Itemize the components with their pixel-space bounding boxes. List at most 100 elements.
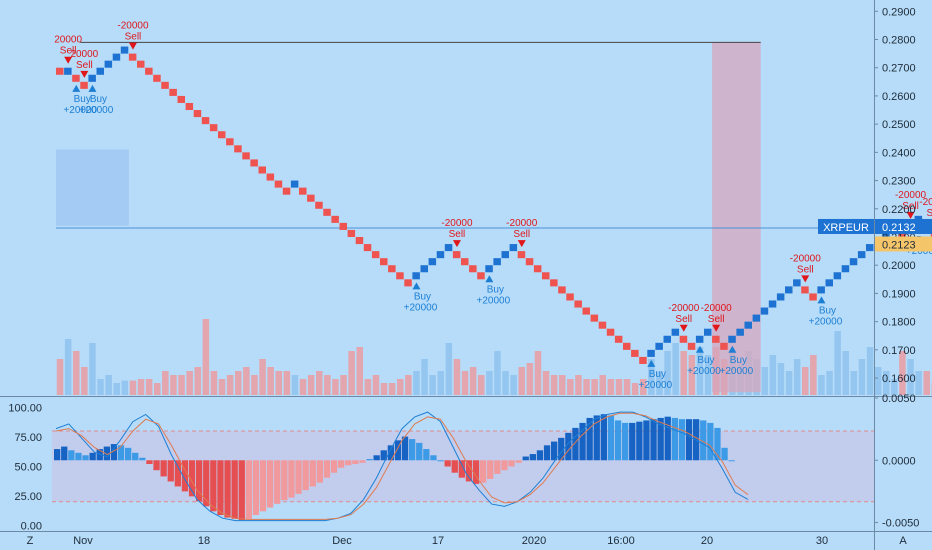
renko-brick bbox=[234, 145, 242, 153]
renko-brick bbox=[841, 265, 850, 273]
signal-label: Buy bbox=[90, 94, 107, 105]
histogram-bar bbox=[437, 460, 444, 462]
renko-brick bbox=[112, 53, 121, 61]
volume-bar bbox=[364, 379, 372, 395]
shaded-region bbox=[712, 42, 761, 393]
histogram-bar bbox=[423, 449, 430, 461]
renko-brick bbox=[469, 265, 477, 273]
volume-bar bbox=[437, 371, 444, 395]
price-tick-label: 0.2200 bbox=[882, 204, 916, 216]
histogram-bar bbox=[430, 455, 437, 461]
volume-bar bbox=[121, 380, 129, 395]
price-tick-label: 0.2000 bbox=[882, 260, 916, 272]
renko-brick bbox=[299, 187, 307, 195]
histogram-bar bbox=[401, 436, 409, 461]
histogram-bar bbox=[75, 452, 82, 461]
renko-brick bbox=[712, 335, 720, 343]
histogram-bar bbox=[536, 450, 544, 461]
histogram-bar bbox=[238, 460, 245, 521]
renko-brick bbox=[420, 265, 428, 273]
volume-bar bbox=[648, 359, 655, 395]
price-tick-label: 0.1900 bbox=[882, 288, 916, 300]
volume-bar bbox=[810, 355, 817, 395]
renko-brick bbox=[639, 356, 647, 364]
volume-bar bbox=[372, 375, 380, 395]
histogram-bar bbox=[657, 417, 664, 461]
histogram-bar bbox=[416, 442, 423, 461]
arrow-up-icon bbox=[485, 275, 494, 283]
volume-bar bbox=[478, 375, 485, 395]
histogram-bar bbox=[501, 460, 508, 471]
histogram-bar bbox=[664, 416, 671, 461]
histogram-bar bbox=[139, 457, 146, 461]
volume-bar bbox=[591, 379, 598, 395]
renko-brick bbox=[558, 286, 566, 294]
renko-brick bbox=[96, 67, 104, 75]
renko-brick bbox=[177, 95, 185, 103]
volume-bar bbox=[656, 371, 663, 395]
histogram-bar bbox=[728, 460, 735, 462]
volume-bar bbox=[210, 371, 218, 395]
renko-brick bbox=[866, 244, 874, 252]
volume-bar bbox=[113, 383, 120, 395]
time-tick-label: 18 bbox=[198, 535, 210, 547]
histogram-bar bbox=[451, 460, 458, 473]
volume-bar bbox=[526, 363, 534, 395]
signal-amount: +20000 bbox=[63, 105, 97, 116]
osc-left-tick: 25.00 bbox=[14, 491, 42, 503]
volume-bar bbox=[866, 347, 874, 395]
histogram-bar bbox=[472, 460, 480, 484]
histogram-bar bbox=[629, 422, 636, 461]
volume-bar bbox=[567, 379, 574, 395]
histogram-bar bbox=[54, 449, 61, 461]
volume-bar bbox=[170, 375, 177, 395]
histogram-bar bbox=[174, 460, 181, 487]
signal-amount: +20000 bbox=[477, 295, 511, 306]
volume-bar bbox=[397, 379, 404, 395]
renko-brick bbox=[266, 173, 275, 181]
volume-bar bbox=[761, 367, 768, 395]
signal-label: Buy bbox=[414, 291, 431, 302]
renko-brick bbox=[720, 342, 728, 350]
renko-brick bbox=[550, 279, 558, 287]
histogram-bar bbox=[444, 460, 451, 467]
volume-bar bbox=[64, 339, 72, 395]
signal-amount: -20000 bbox=[919, 197, 932, 208]
histogram-bar bbox=[196, 460, 203, 502]
histogram-bar bbox=[203, 460, 210, 507]
histogram-bar bbox=[245, 460, 252, 519]
renko-brick bbox=[776, 293, 785, 301]
histogram-bar bbox=[529, 454, 536, 461]
renko-brick bbox=[412, 272, 420, 280]
signal-amount: +20000 bbox=[404, 302, 438, 313]
price-tag-box bbox=[875, 236, 932, 252]
histogram-bar bbox=[707, 422, 714, 461]
oscillator-pane[interactable] bbox=[52, 411, 874, 522]
time-tick-label: 2020 bbox=[522, 535, 546, 547]
signal-amount: -20000 bbox=[441, 218, 473, 229]
time-tick-label: 30 bbox=[816, 535, 828, 547]
price-tag-symbol: XRPEUR bbox=[823, 222, 869, 234]
volume-bar bbox=[299, 379, 307, 395]
signal-label: Sell bbox=[76, 60, 93, 71]
volume-bar bbox=[445, 343, 453, 395]
histogram-bar bbox=[614, 420, 622, 461]
renko-brick bbox=[542, 272, 550, 280]
signal-label: Buy bbox=[487, 284, 504, 295]
time-tick-label: Dec bbox=[332, 535, 352, 547]
histogram-bar bbox=[458, 460, 465, 478]
signal-label: Sell bbox=[60, 46, 77, 57]
price-tick-label: 0.1700 bbox=[882, 345, 916, 357]
renko-brick bbox=[817, 286, 825, 294]
histogram-bar bbox=[231, 460, 238, 519]
arrow-down-icon bbox=[80, 70, 89, 78]
renko-brick bbox=[623, 342, 631, 350]
renko-brick bbox=[428, 258, 437, 266]
renko-brick bbox=[566, 293, 574, 301]
volume-bar bbox=[631, 383, 639, 395]
arrow-down-icon bbox=[452, 240, 461, 248]
osc-left-tick: 0.00 bbox=[21, 520, 42, 532]
histogram-bar bbox=[295, 460, 302, 494]
volume-bar bbox=[899, 351, 906, 395]
